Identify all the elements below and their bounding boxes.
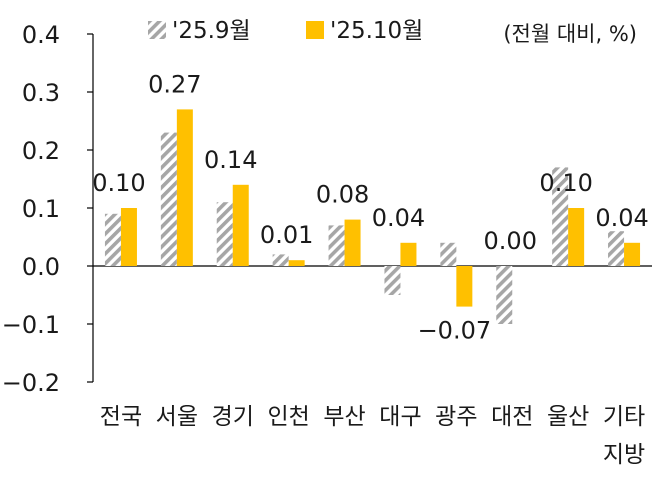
bar-oct-5: [400, 242, 417, 266]
legend-label-oct: '25.10월: [330, 18, 423, 44]
bar-sep-5: [384, 266, 401, 295]
category-label-part: 지방: [603, 442, 645, 468]
category-label-8: 울산: [547, 404, 589, 430]
data-labels: 0.100.270.140.010.080.04−0.070.000.100.0…: [92, 70, 649, 344]
bar-sep-4: [328, 225, 345, 266]
bar-sep-9: [608, 231, 625, 266]
y-tick-label: −0.1: [2, 311, 60, 339]
legend-label-sep: '25.9월: [172, 18, 251, 44]
category-label-4: 부산: [323, 404, 365, 430]
bar-sep-1: [160, 132, 177, 266]
bar-sep-6: [440, 242, 457, 266]
bar-oct-9: [624, 242, 641, 266]
bar-oct-1: [176, 109, 193, 267]
y-tick-label: 0.3: [22, 79, 60, 107]
bar-oct-8: [568, 208, 585, 266]
bar-sep-8: [552, 167, 569, 266]
data-label-oct-9: 0.04: [595, 204, 648, 232]
y-tick-label: 0.0: [22, 253, 60, 281]
bar-oct-4: [344, 219, 361, 266]
category-label-2: 경기: [212, 404, 254, 430]
legend: '25.9월 '25.10월: [148, 18, 423, 44]
unit-note: (전월 대비, %): [503, 22, 637, 46]
y-tick-label: 0.1: [22, 195, 60, 223]
data-label-oct-1: 0.27: [148, 70, 201, 98]
data-label-oct-2: 0.14: [204, 146, 257, 174]
bar-sep-3: [272, 254, 289, 266]
category-label-1: 서울: [156, 404, 198, 430]
data-label-oct-7: 0.00: [484, 227, 537, 255]
category-label-3: 인천: [267, 404, 309, 430]
legend-swatch-oct: [306, 21, 324, 39]
bar-oct-6: [456, 266, 473, 307]
category-label-5: 대구: [379, 404, 421, 430]
bars: [104, 109, 641, 324]
bar-sep-2: [216, 202, 233, 266]
data-label-oct-6: −0.07: [418, 317, 492, 345]
data-label-oct-5: 0.04: [372, 204, 425, 232]
data-label-oct-0: 0.10: [92, 169, 145, 197]
data-label-oct-4: 0.08: [316, 181, 369, 209]
bar-sep-7: [496, 266, 513, 324]
axes: 0.4 0.3 0.2 0.1 0.0 −0.1 −0.2 전국 서울 경기 인천 부산 대구 광주 대전 울…: [2, 21, 652, 468]
y-tick-label: 0.4: [22, 21, 60, 49]
bar-oct-0: [120, 208, 137, 266]
y-tick-label: 0.2: [22, 137, 60, 165]
category-label-part: 기타: [603, 404, 645, 430]
bar-oct-3: [288, 260, 305, 266]
legend-swatch-sep: [148, 21, 166, 39]
category-label-0: 전국: [100, 404, 142, 430]
category-label-7: 대전: [491, 404, 533, 430]
data-label-oct-3: 0.01: [260, 221, 313, 249]
data-label-oct-8: 0.10: [539, 169, 592, 197]
bar-sep-0: [104, 213, 121, 266]
y-tick-label: −0.2: [2, 369, 60, 397]
bar-oct-2: [232, 184, 249, 266]
category-label-6: 광주: [435, 404, 477, 430]
